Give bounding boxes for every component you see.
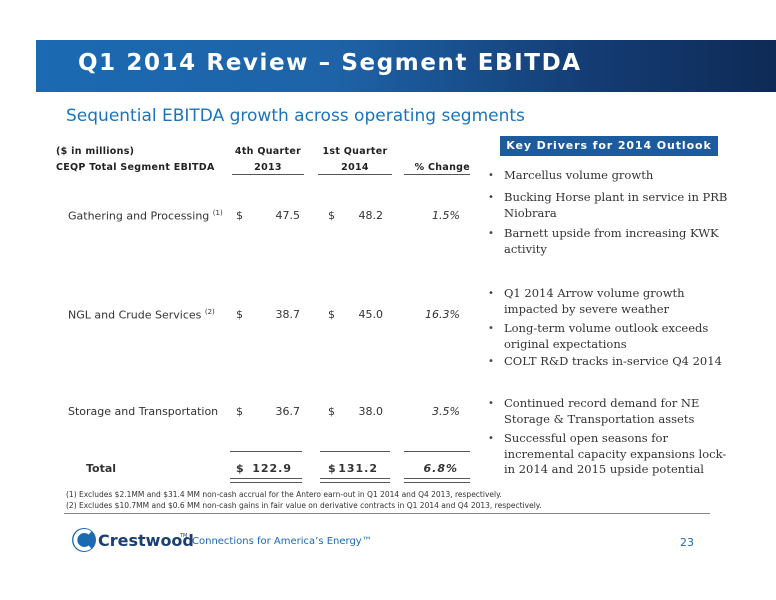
currency-symbol: $ <box>236 308 243 321</box>
row-label-header: CEQP Total Segment EBITDA <box>56 162 215 173</box>
total-double-rule <box>404 478 470 483</box>
header-underline <box>404 174 470 175</box>
driver-item: Long-term volume outlook exceeds origina… <box>504 321 709 351</box>
table-row-label: NGL and Crude Services (2) <box>68 308 215 322</box>
units-label: ($ in millions) <box>56 146 135 157</box>
driver-item: Successful open seasons for incremental … <box>504 431 727 476</box>
q4-2013-value: 47.5 <box>275 209 301 222</box>
bullet-icon: • <box>488 192 494 203</box>
footnote-ref: (1) <box>212 209 223 217</box>
footnote-ref: (2) <box>204 308 215 316</box>
key-drivers-title: Key Drivers for 2014 Outlook <box>506 139 712 152</box>
bullet-icon: • <box>488 228 494 239</box>
total-q4-2013: 122.9 <box>252 462 292 475</box>
col-change-header: % Change <box>414 162 470 173</box>
footer-rule <box>64 513 710 514</box>
bullet-icon: • <box>488 433 494 444</box>
q4-2013-value: 36.7 <box>275 405 301 418</box>
page-number: 23 <box>680 536 694 549</box>
q1-2014-value: 48.2 <box>358 209 384 222</box>
footer-tagline: Connections for America’s Energy™ <box>192 536 372 547</box>
driver-item: Marcellus volume growth <box>504 168 654 182</box>
q4-2013-value: 38.7 <box>275 308 301 321</box>
svg-text:Crestwood: Crestwood <box>98 531 194 550</box>
currency-symbol: $ <box>236 209 243 222</box>
page-title: Q1 2014 Review – Segment EBITDA <box>78 50 582 76</box>
row-label-text: Storage and Transportation <box>68 405 219 418</box>
col-q1-2014-header: 1st Quarter <box>322 146 388 157</box>
row-label-text: Gathering and Processing <box>68 209 210 223</box>
row-label-text: NGL and Crude Services <box>68 308 202 322</box>
table-row-label: Storage and Transportation <box>68 405 218 418</box>
total-rule <box>404 451 470 452</box>
col-q1-2014-year: 2014 <box>341 162 369 173</box>
change-value: 3.5% <box>432 405 460 418</box>
bullet-icon: • <box>488 356 494 367</box>
bullet-icon: • <box>488 170 494 181</box>
header-underline <box>318 174 392 175</box>
change-value: 1.5% <box>432 209 460 222</box>
header-underline <box>232 174 304 175</box>
bullet-icon: • <box>488 398 494 409</box>
currency-symbol: $ <box>236 462 244 475</box>
crestwood-logo: Crestwood TM <box>72 528 194 552</box>
total-rule <box>320 451 390 452</box>
page-subtitle: Sequential EBITDA growth across operatin… <box>66 106 525 126</box>
total-q1-2014: 131.2 <box>338 462 378 475</box>
total-rule <box>230 451 302 452</box>
title-banner <box>36 40 776 92</box>
currency-symbol: $ <box>328 308 335 321</box>
col-q4-2013-year: 2013 <box>254 162 282 173</box>
total-label: Total <box>86 462 117 475</box>
bullet-icon: • <box>488 288 494 299</box>
svg-text:TM: TM <box>179 533 187 539</box>
driver-item: COLT R&D tracks in-service Q4 2014 <box>504 354 722 368</box>
footnote-1: (1) Excludes $2.1MM and $31.4 MM non-cas… <box>66 490 502 499</box>
currency-symbol: $ <box>236 405 243 418</box>
key-drivers-header-box <box>500 136 718 156</box>
currency-symbol: $ <box>328 209 335 222</box>
bullet-icon: • <box>488 323 494 334</box>
table-row-label: Gathering and Processing (1) <box>68 209 223 223</box>
driver-item: Continued record demand for NE Storage &… <box>504 396 700 426</box>
driver-item: Q1 2014 Arrow volume growth impacted by … <box>504 286 685 316</box>
q1-2014-value: 45.0 <box>358 308 384 321</box>
currency-symbol: $ <box>328 405 335 418</box>
total-change: 6.8% <box>423 462 458 475</box>
currency-symbol: $ <box>328 462 336 475</box>
total-double-rule <box>320 478 390 483</box>
total-double-rule <box>230 478 302 483</box>
driver-item: Barnett upside from increasing KWK activ… <box>504 226 719 256</box>
footnote-2: (2) Excludes $10.7MM and $0.6 MM non-cas… <box>66 501 542 510</box>
q1-2014-value: 38.0 <box>358 405 384 418</box>
col-q4-2013-header: 4th Quarter <box>234 146 302 157</box>
change-value: 16.3% <box>425 308 460 321</box>
driver-item: Bucking Horse plant in service in PRB Ni… <box>504 190 728 220</box>
